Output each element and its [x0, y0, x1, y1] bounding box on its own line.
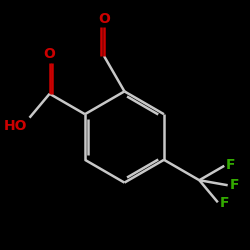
Text: F: F	[220, 196, 229, 210]
Text: O: O	[44, 47, 56, 61]
Text: O: O	[98, 12, 110, 26]
Text: HO: HO	[4, 119, 27, 133]
Text: F: F	[230, 178, 239, 192]
Text: F: F	[226, 158, 236, 172]
